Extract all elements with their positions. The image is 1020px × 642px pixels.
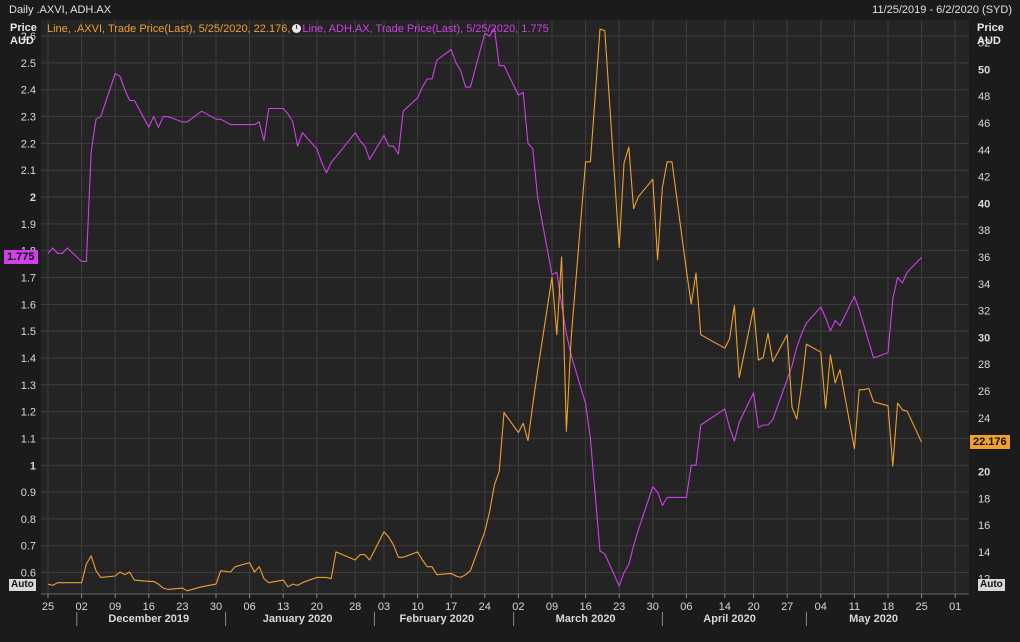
- right-axis-title-currency: AUD: [977, 35, 1001, 47]
- x-axis-tick-label: 18: [882, 601, 894, 613]
- right-axis-tick-label: 34: [978, 279, 990, 291]
- right-axis-auto-button[interactable]: Auto: [978, 579, 1005, 591]
- plot-area[interactable]: [41, 20, 969, 594]
- clock-icon: [292, 24, 302, 33]
- left-axis-tick-label: 2.2: [21, 138, 36, 150]
- left-axis-tick-label: 0.9: [21, 487, 36, 499]
- left-axis-tick-label: 2.6: [21, 31, 36, 43]
- x-axis-tick-label: 23: [176, 601, 188, 613]
- left-axis-tick-label: 1: [30, 460, 36, 472]
- legend-adh: Line, ADH.AX, Trade Price(Last), 5/25/20…: [302, 23, 549, 35]
- right-axis-tick-label: 46: [978, 118, 990, 130]
- right-axis-ticks: 1214161820222426283032343638404244464850…: [978, 38, 990, 586]
- right-axis-tick-label: 40: [978, 198, 990, 210]
- x-axis-tick-label: 14: [719, 601, 731, 613]
- right-axis-tick-label: 44: [978, 145, 990, 157]
- left-axis-tick-label: 1.2: [21, 407, 36, 419]
- right-axis-tick-label: 50: [978, 64, 990, 76]
- x-axis-tick-label: 04: [815, 601, 827, 613]
- right-axis-tick-label: 16: [978, 520, 990, 532]
- month-label: May 2020: [849, 613, 898, 625]
- right-axis-tick-label: 48: [978, 91, 990, 103]
- x-axis-tick-label: 20: [311, 601, 323, 613]
- left-axis-tick-label: 2.5: [21, 58, 36, 70]
- left-axis-tick-label: 0.8: [21, 514, 36, 526]
- legend-axvi: Line, .AXVI, Trade Price(Last), 5/25/202…: [47, 23, 291, 35]
- right-axis-tick-label: 52: [978, 38, 990, 50]
- x-axis-tick-label: 24: [479, 601, 491, 613]
- left-axis-tick-label: 0.7: [21, 541, 36, 553]
- x-axis-tick-label: 27: [781, 601, 793, 613]
- left-axis-tick-label: 1.5: [21, 326, 36, 338]
- x-axis-tick-label: 17: [445, 601, 457, 613]
- x-axis-tick-label: 30: [210, 601, 222, 613]
- x-axis-tick-label: 02: [512, 601, 524, 613]
- month-label: March 2020: [556, 613, 616, 625]
- x-axis-tick-label: 03: [378, 601, 390, 613]
- x-axis-tick-label: 06: [680, 601, 692, 613]
- x-axis-tick-label: 06: [243, 601, 255, 613]
- x-axis-tick-label: 16: [143, 601, 155, 613]
- right-axis-tick-label: 36: [978, 252, 990, 264]
- left-axis-auto-button[interactable]: Auto: [9, 579, 36, 591]
- x-axis-tick-label: 20: [747, 601, 759, 613]
- left-axis-tick-label: 1.3: [21, 380, 36, 392]
- x-axis-ticks: 25 02 09 16 23 30 06 13 20 28 03 10 17 24 02 09 16 23 30 06…: [42, 594, 961, 613]
- right-axis-tick-label: 20: [978, 466, 990, 478]
- left-axis-title: Price AUD: [10, 22, 37, 48]
- right-axis-tick-label: 28: [978, 359, 990, 371]
- adh-price-line: [47, 27, 922, 587]
- x-axis-tick-label: 28: [349, 601, 361, 613]
- left-axis-tick-label: 1.4: [21, 353, 36, 365]
- right-axis-tick-label: 18: [978, 493, 990, 505]
- left-axis-tick-label: 2: [30, 192, 36, 204]
- x-axis-tick-label: 23: [613, 601, 625, 613]
- grid-lines: [41, 20, 969, 595]
- x-axis-tick-label: 11: [849, 601, 860, 613]
- month-labels: December 2019 January 2020 February 2020 Ma…: [76, 612, 898, 626]
- month-label: February 2020: [399, 613, 474, 625]
- right-axis-title-price: Price: [977, 22, 1004, 34]
- x-axis-tick-label: 09: [546, 601, 558, 613]
- left-axis-title-currency: AUD: [10, 35, 34, 47]
- month-label: January 2020: [263, 613, 333, 625]
- right-axis-tick-label: 24: [978, 413, 990, 425]
- month-label: April 2020: [703, 613, 756, 625]
- x-axis-tick-label: 30: [647, 601, 659, 613]
- right-axis-tick-label: 32: [978, 306, 990, 318]
- right-axis-tick-label: 26: [978, 386, 990, 398]
- x-axis-tick-label: 16: [579, 601, 591, 613]
- legend: Line, .AXVI, Trade Price(Last), 5/25/202…: [47, 23, 549, 35]
- x-axis-tick-label: 09: [109, 601, 121, 613]
- axvi-last-value-tag: 22.176: [970, 435, 1010, 450]
- month-label: December 2019: [108, 613, 189, 625]
- right-axis-tick-label: 42: [978, 172, 990, 184]
- left-axis-tick-label: 1.6: [21, 299, 36, 311]
- date-range: 11/25/2019 - 6/2/2020 (SYD): [872, 4, 1012, 16]
- left-axis-tick-label: 2.3: [21, 112, 36, 124]
- axvi-price-line: [47, 28, 923, 592]
- adh-last-value-tag: 1.775: [4, 250, 38, 265]
- x-axis-tick-label: 13: [277, 601, 289, 613]
- x-axis-tick-label: 10: [411, 601, 423, 613]
- x-axis-tick-label: 25: [915, 601, 927, 613]
- x-axis-tick-label: 01: [949, 601, 961, 613]
- series-lines: [47, 27, 923, 592]
- left-axis-tick-label: 1.9: [21, 219, 36, 231]
- right-axis-tick-label: 38: [978, 225, 990, 237]
- left-axis-tick-label: 0.6: [21, 568, 36, 580]
- right-axis-tick-label: 30: [978, 332, 990, 344]
- x-axis-tick-label: 02: [75, 601, 87, 613]
- right-axis-title: Price AUD: [977, 22, 1004, 48]
- left-axis-tick-label: 2.1: [21, 165, 36, 177]
- x-axis-tick-label: 25: [42, 601, 54, 613]
- left-axis-tick-label: 1.1: [21, 433, 36, 445]
- left-axis-ticks: 0.60.70.80.911.11.21.31.41.51.61.71.81.9…: [21, 31, 36, 579]
- left-axis-tick-label: 1.7: [21, 272, 36, 284]
- left-axis-tick-label: 2.4: [21, 85, 36, 97]
- left-axis-title-price: Price: [10, 22, 37, 34]
- right-axis-tick-label: 14: [978, 547, 990, 559]
- chart-title: Daily .AXVI, ADH.AX: [9, 4, 112, 16]
